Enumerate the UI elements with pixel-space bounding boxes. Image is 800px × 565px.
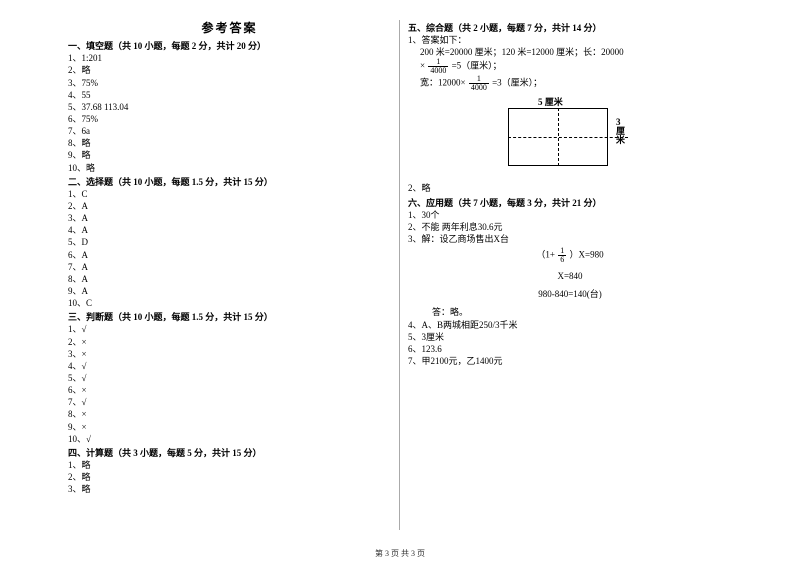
answer-line: 10、C bbox=[68, 297, 391, 309]
diagram-v-dash bbox=[558, 108, 559, 166]
fraction: 1 4000 bbox=[469, 75, 489, 92]
diagram-top-label: 5 厘米 bbox=[538, 96, 563, 108]
answer-line: 5、37.68 113.04 bbox=[68, 101, 391, 113]
answer-line: 1、C bbox=[68, 188, 391, 200]
diagram-right-label: 3厘米 bbox=[616, 118, 626, 145]
left-column: 参考答案 一、填空题（共 10 小题，每题 2 分，共计 20 分） 1、1:2… bbox=[60, 20, 400, 530]
answer-line: 6、A bbox=[68, 249, 391, 261]
answer-line: 10、√ bbox=[68, 433, 391, 445]
answer-line: 7、甲2100元，乙1400元 bbox=[408, 355, 732, 367]
answer-line: 2、略 bbox=[68, 471, 391, 483]
answer-line: 3、A bbox=[68, 212, 391, 224]
answer-line: 10、略 bbox=[68, 162, 391, 174]
answer-line: 8、A bbox=[68, 273, 391, 285]
equation-line: 980-840=140(台) bbox=[408, 288, 732, 300]
answer-line: 1、√ bbox=[68, 323, 391, 335]
answer-line: 5、√ bbox=[68, 372, 391, 384]
answer-line: 1、1:201 bbox=[68, 52, 391, 64]
answer-line: 5、D bbox=[68, 236, 391, 248]
text: =5（厘米）； bbox=[452, 61, 502, 71]
fraction: 1 6 bbox=[558, 247, 566, 264]
answer-line: 2、× bbox=[68, 336, 391, 348]
text: × bbox=[420, 61, 425, 71]
answer-line: 3、75% bbox=[68, 77, 391, 89]
section-6-head: 六、应用题（共 7 小题，每题 3 分，共计 21 分） bbox=[408, 197, 732, 209]
denominator: 4000 bbox=[428, 67, 448, 75]
answer-line: 8、× bbox=[68, 408, 391, 420]
answer-line: 9、略 bbox=[68, 149, 391, 161]
equation-line: （1+ 1 6 ）X=980 bbox=[408, 247, 732, 264]
fraction: 1 4000 bbox=[428, 58, 448, 75]
section-3-head: 三、判断题（共 10 小题，每题 1.5 分，共计 15 分） bbox=[68, 311, 391, 323]
answer-line: 7、√ bbox=[68, 396, 391, 408]
calc-line: 宽：12000× 1 4000 =3（厘米）； bbox=[408, 75, 732, 92]
section-2-head: 二、选择题（共 10 小题，每题 1.5 分，共计 15 分） bbox=[68, 176, 391, 188]
answer-line: 2、A bbox=[68, 200, 391, 212]
section-5-head: 五、综合题（共 2 小题，每题 7 分，共计 14 分） bbox=[408, 22, 732, 34]
diagram-h-dash bbox=[508, 137, 628, 138]
answer-line: 2、略 bbox=[408, 182, 732, 194]
answer-line: 6、123.6 bbox=[408, 343, 732, 355]
document-title: 参考答案 bbox=[68, 20, 391, 36]
answer-line: 4、55 bbox=[68, 89, 391, 101]
answer-line: 2、不能 两年利息30.6元 bbox=[408, 221, 732, 233]
answer-line: 9、A bbox=[68, 285, 391, 297]
text: =3（厘米）； bbox=[492, 78, 542, 88]
answer-line: 4、A bbox=[68, 224, 391, 236]
equation-line: X=840 bbox=[408, 270, 732, 282]
denominator: 4000 bbox=[469, 84, 489, 92]
answer-line: 1、答案如下： bbox=[408, 34, 732, 46]
answer-line: 8、略 bbox=[68, 137, 391, 149]
answer-line: 7、6a bbox=[68, 125, 391, 137]
section-4-head: 四、计算题（共 3 小题，每题 5 分，共计 15 分） bbox=[68, 447, 391, 459]
answer-line: 3、解：设乙商场售出X台 bbox=[408, 233, 732, 245]
denominator: 6 bbox=[558, 256, 566, 264]
answer-line: 1、略 bbox=[68, 459, 391, 471]
page-footer: 第 3 页 共 3 页 bbox=[0, 548, 800, 559]
answer-line: 7、A bbox=[68, 261, 391, 273]
answer-line: 3、× bbox=[68, 348, 391, 360]
text: 宽：12000× bbox=[420, 78, 466, 88]
right-column: 五、综合题（共 2 小题，每题 7 分，共计 14 分） 1、答案如下： 200… bbox=[400, 20, 740, 530]
calc-line: 200 米=20000 厘米；120 米=12000 厘米；长：20000 bbox=[408, 46, 732, 58]
rectangle-diagram: 5 厘米 3厘米 bbox=[498, 96, 628, 176]
section-1-head: 一、填空题（共 10 小题，每题 2 分，共计 20 分） bbox=[68, 40, 391, 52]
text: （1+ bbox=[536, 250, 555, 260]
answer-line: 1、30个 bbox=[408, 209, 732, 221]
answer-line: 6、× bbox=[68, 384, 391, 396]
answer-line: 2、略 bbox=[68, 64, 391, 76]
answer-line: 6、75% bbox=[68, 113, 391, 125]
answer-line: 9、× bbox=[68, 421, 391, 433]
answer-line: 3、略 bbox=[68, 483, 391, 495]
answer-line: 4、A、B两城相距250/3千米 bbox=[408, 319, 732, 331]
page: 参考答案 一、填空题（共 10 小题，每题 2 分，共计 20 分） 1、1:2… bbox=[0, 0, 800, 530]
calc-line: × 1 4000 =5（厘米）； bbox=[408, 58, 732, 75]
text: ）X=980 bbox=[570, 250, 604, 260]
equation-line: 答：略。 bbox=[408, 306, 732, 318]
answer-line: 4、√ bbox=[68, 360, 391, 372]
answer-line: 5、3厘米 bbox=[408, 331, 732, 343]
